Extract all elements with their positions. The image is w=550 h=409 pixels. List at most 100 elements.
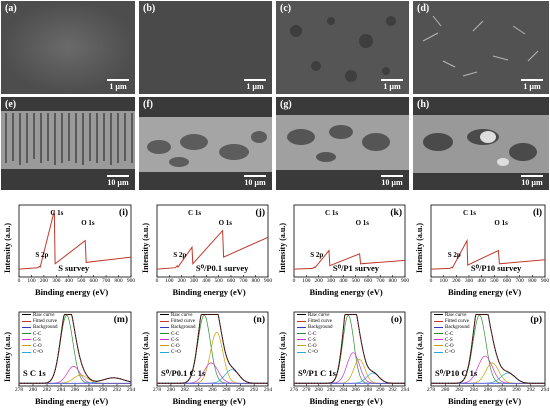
legend-label: C=O xyxy=(308,350,318,356)
legend-item: C=O xyxy=(160,350,195,356)
x-tick-label: 900 xyxy=(540,278,550,284)
chart-5: 278 280 282 284 286 288 290 292 294 Raw curve Fitt… xyxy=(139,306,272,408)
legend-label: C=O xyxy=(171,350,181,356)
legend: Raw curve Fitted curve Background C-C C-S C-O… xyxy=(22,313,57,356)
x-tick-label: 284 xyxy=(56,387,66,393)
legend-item: Background xyxy=(22,325,57,331)
fitted-curve xyxy=(294,314,405,384)
legend-label: C-C xyxy=(308,331,317,337)
y-axis-label: Intensity (a.u.) xyxy=(141,331,150,382)
panel-label: (d) xyxy=(417,3,430,14)
peak-annotation: C 1s xyxy=(462,209,476,217)
chart-svg xyxy=(430,311,546,387)
x-tick-label: 292 xyxy=(388,387,397,393)
legend-label: C-S xyxy=(33,337,41,343)
x-tick-label: 100 xyxy=(165,278,174,284)
legend-swatch xyxy=(160,314,169,316)
panel-label: (c) xyxy=(280,3,292,14)
legend-swatch xyxy=(160,326,169,328)
x-tick-label: 284 xyxy=(194,387,203,393)
x-tick-label: 290 xyxy=(98,387,108,393)
x-tick-label: 278 xyxy=(14,387,24,393)
legend-swatch xyxy=(434,339,443,341)
legend-label: C-C xyxy=(33,331,42,337)
survey-line xyxy=(293,249,406,270)
x-tick-label: 900 xyxy=(263,278,273,284)
scale-bar: 10 µm xyxy=(107,175,129,187)
chart-6: 276 278 280 282 284 286 288 290 292 294 Raw curve F… xyxy=(276,306,409,408)
x-tick-label: 800 xyxy=(388,278,397,284)
panel-title: S⁰/P0.1 survey xyxy=(195,263,249,273)
x-tick-label: 284 xyxy=(339,387,348,393)
x-tick-label: 280 xyxy=(166,387,175,393)
x-tick-label: 100 xyxy=(27,278,36,284)
legend-swatch xyxy=(297,332,306,334)
legend-item: C-O xyxy=(297,344,332,350)
sem-cross-texture xyxy=(413,115,549,173)
sem-cross-texture xyxy=(139,117,272,172)
legend-label: C-O xyxy=(171,344,180,350)
legend-swatch xyxy=(434,320,443,322)
legend-label: C-C xyxy=(171,331,180,337)
fitted-curve xyxy=(19,314,132,384)
x-tick-label: 294 xyxy=(263,387,273,393)
x-tick-label: 282 xyxy=(42,387,52,393)
legend-item: C=O xyxy=(297,350,332,356)
panel-tag: (k) xyxy=(390,208,402,218)
chart-svg xyxy=(156,204,269,278)
legend: Raw curve Fitted curve Background C-C C-S C-O… xyxy=(297,313,332,356)
legend-item: Raw curve xyxy=(297,313,332,319)
panel-title: S⁰/P1 C 1s xyxy=(298,368,336,378)
sem-panel-c: (c) 1 µm xyxy=(276,1,409,94)
chart-2: 0 100 200 300 400 500 600 700 800 900 S 2p C 1s O 1s… xyxy=(276,199,409,299)
x-tick-label: 600 xyxy=(502,278,512,284)
x-axis-label: Binding energy (eV) xyxy=(172,396,246,406)
fitted-curve xyxy=(431,314,545,384)
legend-label: C-S xyxy=(171,337,179,343)
plot-frame xyxy=(156,204,269,278)
sem-cross-texture xyxy=(276,115,409,170)
legend-item: Raw curve xyxy=(160,313,195,319)
survey-line xyxy=(18,210,132,270)
panel-tag: (l) xyxy=(533,208,542,218)
x-tick-label: 294 xyxy=(400,387,410,393)
survey-line xyxy=(430,238,546,270)
x-tick-label: 286 xyxy=(351,387,360,393)
x-tick-label: 500 xyxy=(351,278,360,284)
x-tick-label: 0 xyxy=(429,278,433,284)
legend-swatch xyxy=(297,314,306,316)
legend-swatch xyxy=(22,320,31,322)
x-axis-label: Binding energy (eV) xyxy=(448,287,522,297)
legend-item: Background xyxy=(297,325,332,331)
panel-title: S⁰/P10 C 1s xyxy=(435,368,478,378)
x-tick-label: 400 xyxy=(339,278,348,284)
legend-label: C-S xyxy=(308,337,316,343)
panel-label: (b) xyxy=(143,3,156,14)
legend-label: C-S xyxy=(445,337,453,343)
legend-swatch xyxy=(160,320,169,322)
panel-title: S⁰/P1 survey xyxy=(332,263,379,273)
legend-item: C-S xyxy=(22,338,57,344)
panel-label: (f) xyxy=(143,99,153,110)
x-tick-label: 280 xyxy=(314,387,323,393)
legend-item: C-C xyxy=(22,332,57,338)
legend-swatch xyxy=(22,345,31,347)
y-axis-label: Intensity (a.u.) xyxy=(3,222,12,273)
x-tick-label: 200 xyxy=(177,278,186,284)
legend-swatch xyxy=(160,339,169,341)
legend-swatch xyxy=(434,345,443,347)
legend: Raw curve Fitted curve Background C-C C-S C-O… xyxy=(434,313,469,356)
legend-swatch xyxy=(297,345,306,347)
plot-frame xyxy=(18,204,132,278)
x-tick-label: 300 xyxy=(189,278,199,284)
panel-tag: (i) xyxy=(119,208,128,218)
panel-tag: (p) xyxy=(530,315,542,325)
x-tick-label: 288 xyxy=(84,387,94,393)
x-tick-label: 100 xyxy=(439,278,448,284)
legend-item: C-O xyxy=(22,344,57,350)
scale-bar: 10 µm xyxy=(521,175,543,187)
legend-swatch xyxy=(297,351,306,353)
x-tick-label: 286 xyxy=(483,387,493,393)
sem-pores xyxy=(290,16,396,82)
panel-tag: (o) xyxy=(390,315,402,325)
